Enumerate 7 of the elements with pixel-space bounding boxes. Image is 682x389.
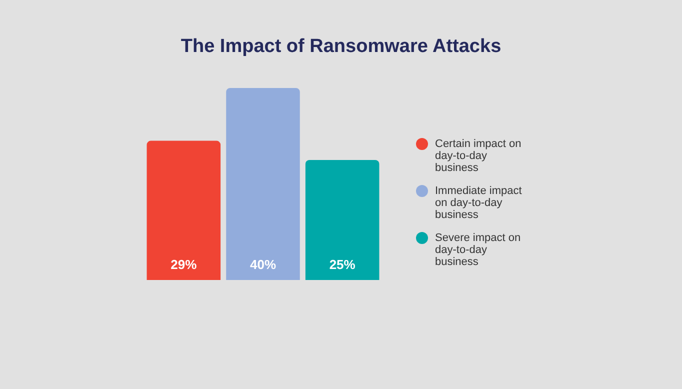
data-label: 25% xyxy=(329,257,356,272)
legend-label: Certain impact on day-to-day business xyxy=(435,138,522,174)
legend-label: Severe impact on day-to-day business xyxy=(435,232,522,268)
data-label: 29% xyxy=(170,257,198,272)
chart-title: The Impact of Ransomware Attacks xyxy=(180,36,502,58)
data-label: 40% xyxy=(250,257,276,272)
legend-label: Immediate impact on day-to-day business xyxy=(435,185,523,221)
